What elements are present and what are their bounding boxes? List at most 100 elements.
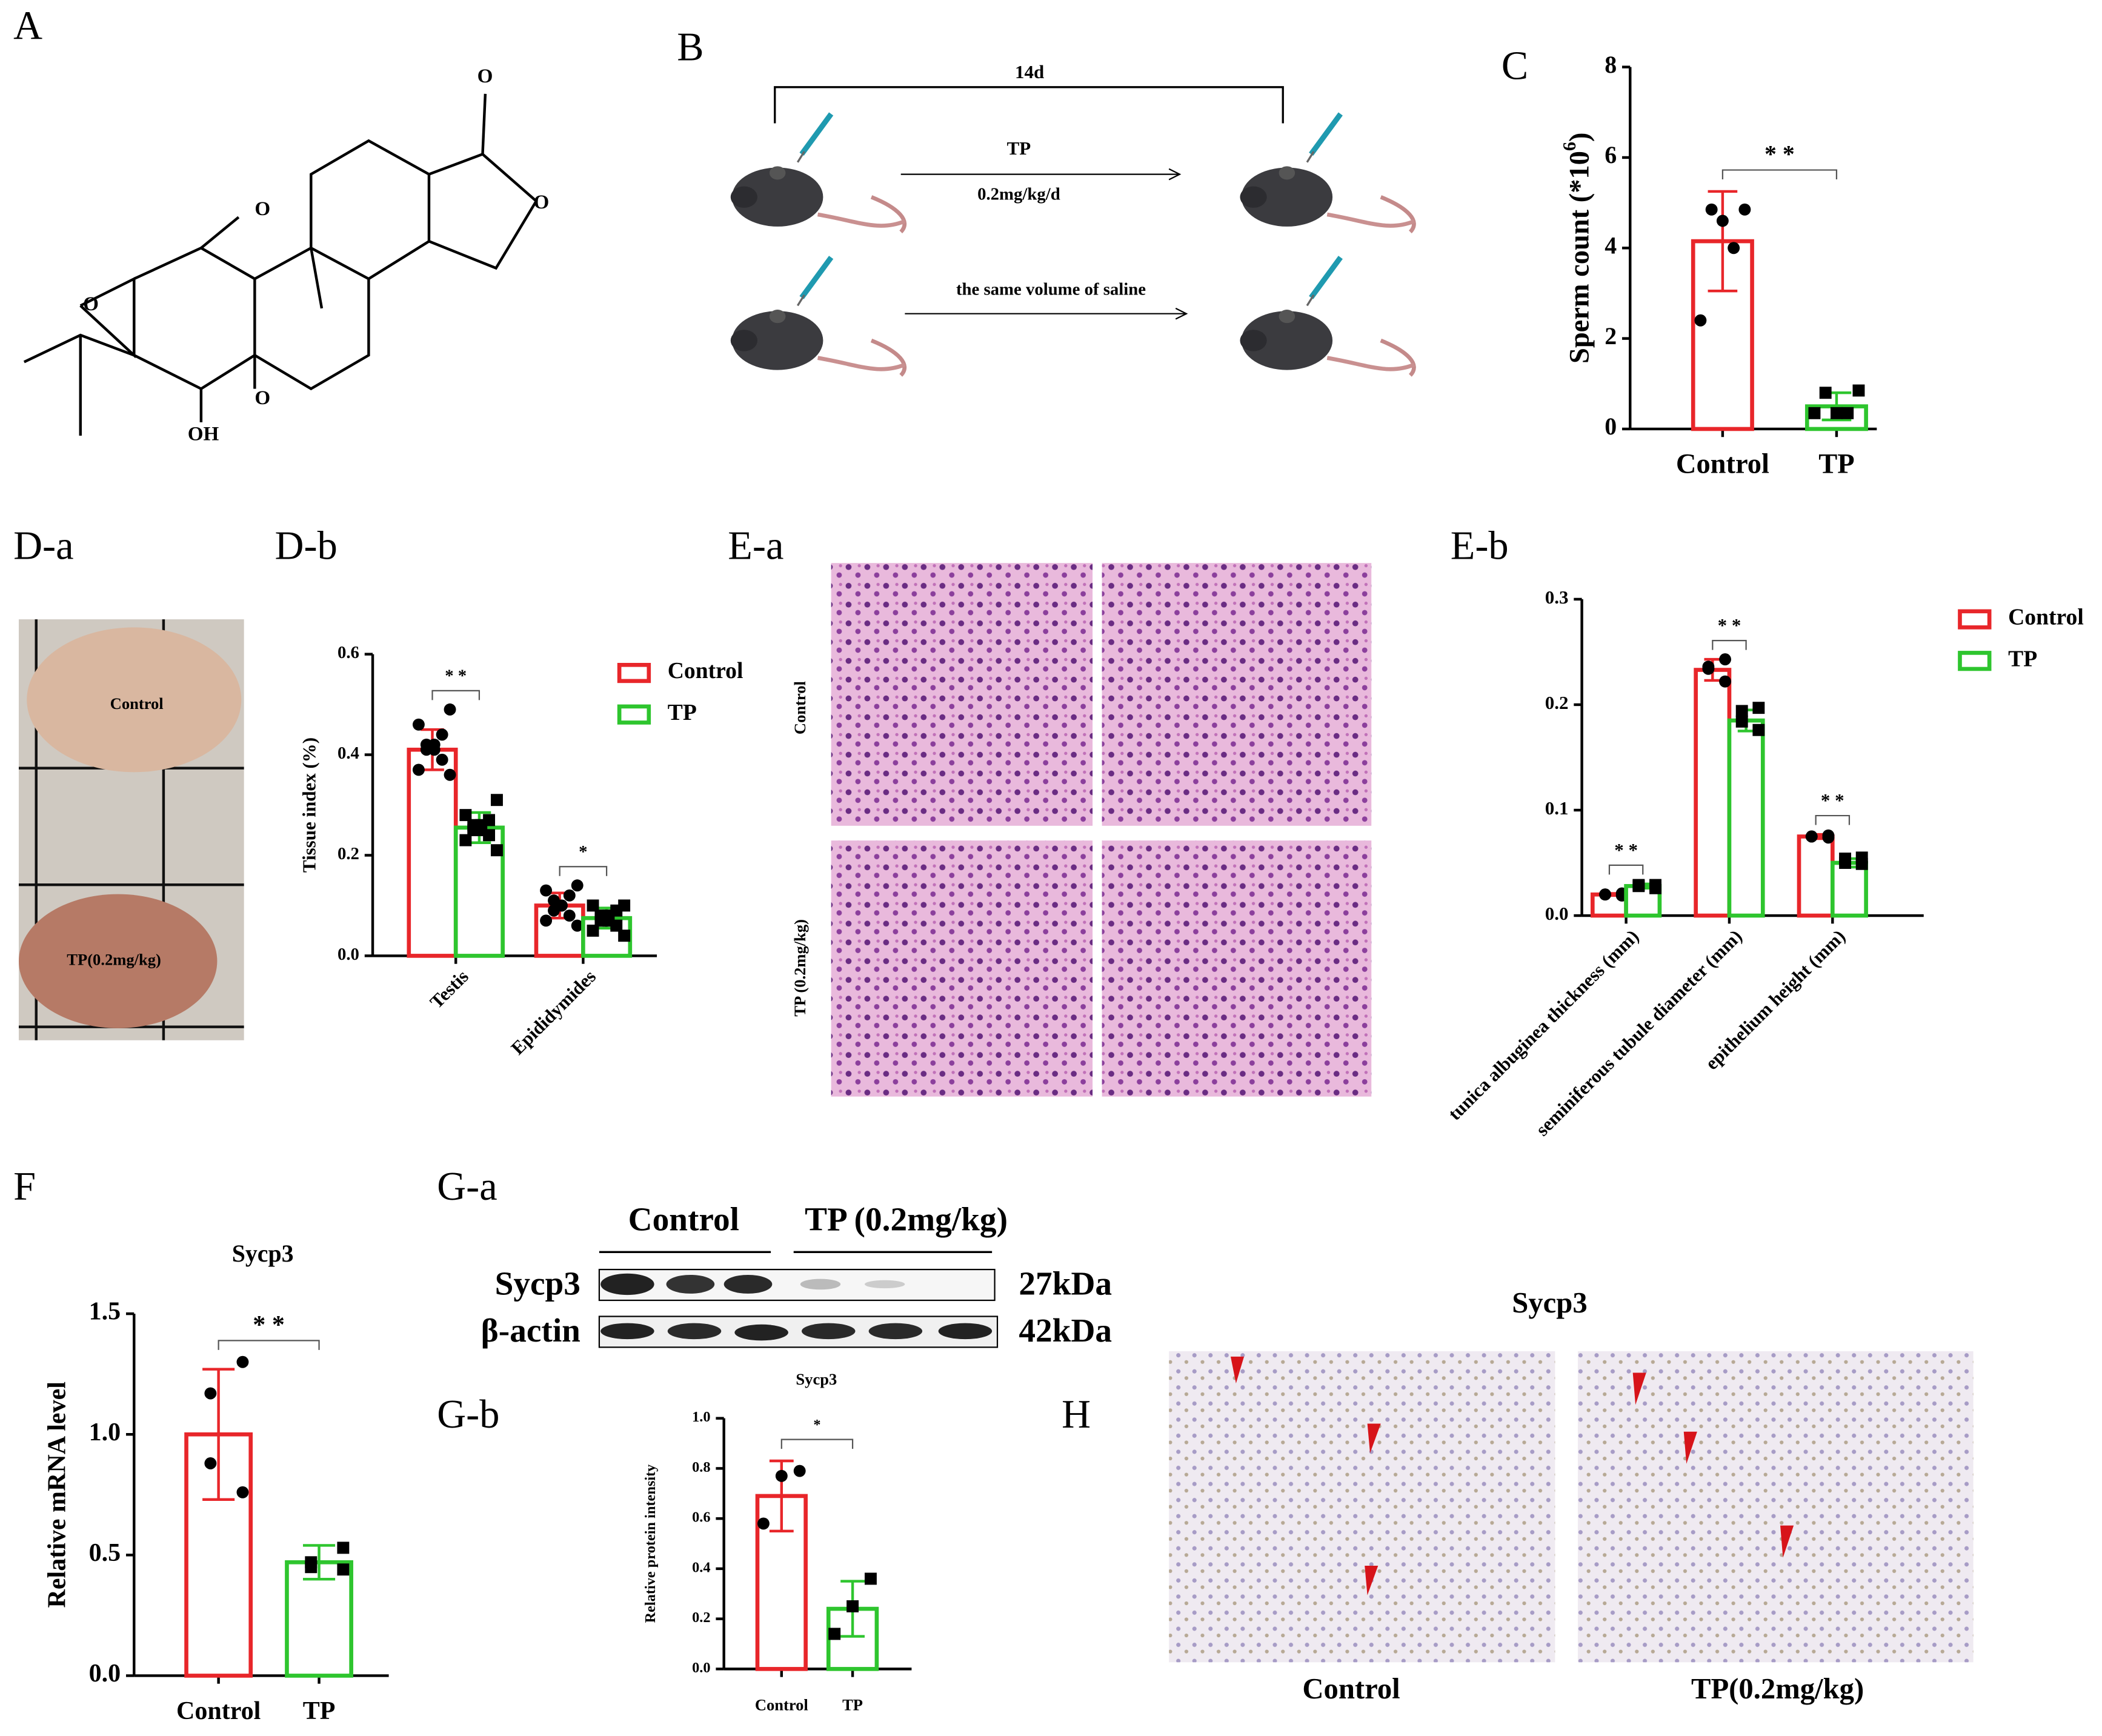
significance-label: * * [1718, 614, 1741, 636]
blot-group: TP (0.2mg/kg) [805, 1200, 1008, 1237]
data-point [1752, 702, 1765, 714]
data-point [1822, 831, 1835, 844]
y-tick-label: 1.5 [89, 1298, 121, 1326]
panel-label: A [13, 4, 42, 48]
data-point [775, 1469, 788, 1482]
data-point [236, 1355, 249, 1368]
y-tick-label: 0.2 [1545, 692, 1569, 713]
data-point [618, 930, 631, 942]
arrow-head [1168, 168, 1182, 181]
legend-swatch [1958, 609, 1992, 630]
y-axis-label-part: Sperm count (*10 [1564, 151, 1595, 364]
ihc-caption: TP(0.2mg/kg) [1691, 1672, 1864, 1705]
data-point [1632, 879, 1645, 891]
data-point [337, 1563, 350, 1576]
y-tick-label: 0.0 [338, 945, 359, 964]
y-axis-label: Relative protein intensity [642, 1465, 659, 1623]
chart: 0.0 0.5 1.0 1.5 Sycp3 Relative mRNA level Cont… [43, 1240, 389, 1725]
data-point [563, 910, 576, 922]
atom-label: OH [188, 423, 219, 445]
significance-bracket [1608, 864, 1644, 875]
chart: 0.0 0.2 0.4 0.6 Tissue index (%) Testis Epidid… [298, 643, 743, 1059]
data-point [1841, 407, 1854, 419]
y-tick-label: 0.3 [1545, 587, 1569, 608]
x-tick-label: TP [842, 1695, 863, 1714]
legend-label: Control [2008, 605, 2084, 630]
x-tick-label: tunica albuginea thickness (mm) [1444, 925, 1643, 1124]
histology-image [1102, 840, 1372, 1097]
y-axis-label: Sperm count (*106) [1559, 133, 1595, 364]
blot-group: Control [628, 1200, 739, 1237]
mouse [731, 258, 905, 376]
mouse [1240, 114, 1414, 232]
data-point [1855, 857, 1868, 870]
significance-bracket [218, 1340, 320, 1350]
y-tick-label: 0.2 [338, 844, 359, 863]
data-point [1649, 879, 1661, 891]
panel-label: B [677, 25, 703, 69]
y-axis-label: Relative mRNA level [43, 1382, 71, 1608]
data-point [1830, 407, 1843, 419]
significance-bracket [1721, 169, 1838, 180]
chemical-structure [23, 93, 538, 436]
mouse [1240, 258, 1414, 376]
dose: 0.2mg/kg/d [977, 185, 1060, 204]
significance-label: * * [253, 1311, 285, 1339]
significance-bracket [431, 690, 481, 700]
data-point [757, 1517, 770, 1530]
bar [1727, 718, 1765, 918]
data-point [864, 1572, 877, 1585]
atom-label: O [83, 293, 99, 315]
y-axis-label-part: Relative mRNA level [43, 1382, 71, 1608]
y-tick-label: 0.6 [692, 1509, 710, 1526]
data-point [1716, 215, 1729, 227]
significance-label: * [813, 1417, 820, 1433]
timeline [774, 86, 1284, 124]
data-point [459, 809, 472, 822]
vehicle: the same volume of saline [956, 280, 1146, 299]
x-tick-label: Control [176, 1697, 261, 1725]
histology-image [831, 840, 1093, 1097]
ihc-title: Sycp3 [1512, 1286, 1587, 1319]
data-point [828, 1628, 841, 1640]
y-tick-label: 6 [1605, 142, 1617, 168]
protein-label: β-actin [481, 1312, 580, 1349]
duration: 14d [1015, 61, 1044, 82]
data-point [548, 904, 560, 917]
data-point [436, 753, 448, 766]
y-tick-label: 0.0 [692, 1660, 710, 1676]
atom-label: O [534, 191, 550, 213]
data-point [793, 1465, 806, 1477]
data-point [236, 1486, 249, 1498]
legend-label: TP [668, 700, 697, 725]
x-tick-label: Control [1676, 449, 1769, 480]
data-point [1738, 203, 1751, 216]
y-tick-label: 0.4 [338, 743, 359, 763]
y-tick-label: 0.5 [89, 1539, 121, 1567]
data-point [563, 889, 576, 902]
panel-label: H [1062, 1392, 1091, 1437]
data-point [491, 794, 503, 806]
data-point [1702, 662, 1715, 675]
significance-bracket [1815, 814, 1851, 825]
data-point [412, 763, 425, 776]
y-tick-label: 0.8 [692, 1459, 710, 1475]
data-point [204, 1457, 217, 1469]
data-point [204, 1387, 217, 1400]
bar [1694, 668, 1732, 918]
data-point [412, 718, 425, 731]
histology-image [1102, 563, 1372, 826]
data-point [1852, 384, 1865, 397]
atom-label: O [477, 65, 493, 87]
data-point [1694, 314, 1707, 327]
y-tick-label: 0.0 [1545, 903, 1569, 924]
data-point [571, 879, 584, 892]
data-point [467, 824, 480, 836]
data-point [1839, 857, 1851, 869]
data-point [491, 844, 503, 857]
arrow-head [1175, 307, 1188, 320]
panel-label: F [13, 1165, 36, 1209]
significance-label: * * [1764, 141, 1795, 168]
mouse [731, 114, 905, 232]
data-point [444, 703, 456, 716]
